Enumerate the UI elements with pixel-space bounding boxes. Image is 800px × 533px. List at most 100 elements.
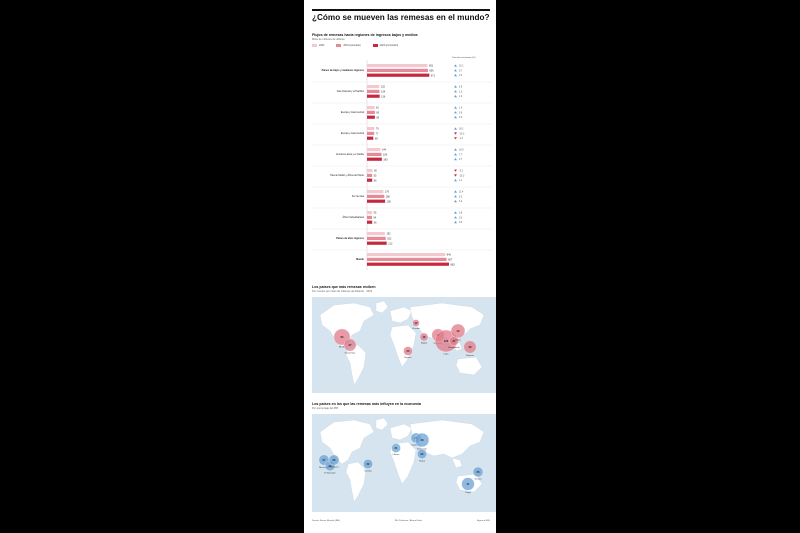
bar xyxy=(367,199,386,203)
growth-value: 5.2 xyxy=(459,196,463,198)
growth-up-arrow-icon xyxy=(454,111,457,114)
bar xyxy=(367,215,373,219)
bubble-value: 12 xyxy=(415,321,418,325)
bar-value-label: 77 xyxy=(376,133,379,136)
bar xyxy=(367,131,375,135)
bar-chart: Países de bajos y medianos ingresos 651 10… xyxy=(312,60,492,270)
landmass xyxy=(389,306,413,324)
map-bubble xyxy=(343,338,357,352)
growth-down-arrow-icon xyxy=(454,132,457,135)
footer-credits: PA / Proforme / Alvaro Rodz. xyxy=(394,520,423,522)
bar xyxy=(367,157,382,161)
bubble-value: 24 xyxy=(329,464,332,468)
infographic-page: ¿Cómo se mueven las remesas en el mundo?… xyxy=(304,0,496,533)
bar xyxy=(367,194,385,198)
growth-value: 5.9 xyxy=(459,87,463,89)
bar-value-label: 883 xyxy=(451,263,456,266)
bubble-country-label: Filipinas xyxy=(466,355,475,357)
bar-value-label: 192 xyxy=(386,233,391,236)
growth-value: 11.4 xyxy=(459,192,464,194)
bubble-country-label: EEUU xyxy=(339,347,345,349)
bubble-value: 41 xyxy=(467,482,470,486)
growth-header: Tasa de crecimiento (%) xyxy=(452,57,476,59)
growth-up-arrow-icon xyxy=(454,148,457,151)
landmass xyxy=(345,344,367,386)
growth-up-arrow-icon xyxy=(454,179,457,182)
bar-value-label: 68 xyxy=(375,137,378,140)
map-bubble xyxy=(461,477,475,491)
map1-subheading: Por montos (en miles de millones de dóla… xyxy=(312,290,373,293)
bar xyxy=(367,211,373,215)
bar xyxy=(367,232,385,236)
bar xyxy=(367,148,381,152)
growth-up-arrow-icon xyxy=(454,158,457,161)
bar xyxy=(367,110,375,114)
bar xyxy=(367,257,447,261)
map2-heading: Los países en los que las remesas más in… xyxy=(312,402,421,406)
growth-value: 10.6 xyxy=(459,150,464,152)
bar xyxy=(367,68,428,72)
growth-up-arrow-icon xyxy=(454,74,457,77)
map-bubble xyxy=(414,432,430,448)
category-label: Sur de Asia xyxy=(352,195,365,198)
bar-value-label: 54 xyxy=(374,217,377,220)
bar-value-label: 156 xyxy=(383,154,388,157)
growth-value: 5.0 xyxy=(459,112,463,114)
chart-legend: 2022 2023 (estimado) 2024 (pronóstico) xyxy=(312,44,398,47)
bar-value-label: 843 xyxy=(447,254,452,257)
landmass xyxy=(345,461,367,503)
growth-up-arrow-icon xyxy=(454,221,457,224)
bubble-value: 20 xyxy=(407,349,410,353)
bar-value-label: 56 xyxy=(374,221,377,224)
landmass xyxy=(451,457,463,469)
bubble-country-label: Guatemala xyxy=(345,352,356,355)
bubble-country-label: Kirguistán xyxy=(417,448,428,451)
growth-value: 0.7 xyxy=(459,70,463,72)
bar-value-label: 56 xyxy=(374,179,377,182)
map-bubble xyxy=(450,323,466,339)
bar-value-label: 134 xyxy=(381,91,386,94)
bar-value-label: 132 xyxy=(381,86,386,89)
bar-value-label: 160 xyxy=(383,158,388,161)
bubble-country-label: Nepal xyxy=(419,460,425,462)
chart-heading: Flujos de remesas hacia regiones de ingr… xyxy=(312,33,418,37)
bar-value-label: 79 xyxy=(376,128,379,131)
bar xyxy=(367,241,387,245)
footer-source: Fuente: Banco Mundial (BM) xyxy=(312,520,340,522)
growth-value: 0.3 xyxy=(459,222,463,224)
bar-value-label: 651 xyxy=(429,65,434,68)
growth-value: 10.1 xyxy=(459,66,464,68)
page-title: ¿Cómo se mueven las remesas en el mundo? xyxy=(312,9,490,22)
growth-value: -1.4 xyxy=(459,138,464,140)
growth-up-arrow-icon xyxy=(454,211,457,214)
category-label: Oriente Medio y África del Norte xyxy=(330,174,365,177)
bar xyxy=(367,253,446,257)
map-bubble xyxy=(391,443,401,453)
map2-subheading: Por porcentaje del PIB xyxy=(312,407,338,410)
category-label: Europa y Asia Central xyxy=(341,111,365,114)
landmass xyxy=(455,356,483,376)
bar xyxy=(367,169,373,173)
bubble-value: 48 xyxy=(421,438,424,442)
footer-agency: Agencia EFE xyxy=(477,520,490,522)
bar-value-label: 656 xyxy=(429,70,434,73)
growth-value: 0.8 xyxy=(459,213,463,215)
category-label: Mundo xyxy=(356,258,364,261)
bar xyxy=(367,94,380,98)
map1-heading: Los países que más remesas reciben xyxy=(312,285,376,289)
landmass xyxy=(389,423,413,441)
bubble-country-label: Gambia xyxy=(364,470,372,472)
growth-value: 1.4 xyxy=(459,108,463,110)
bubble-value: 22 xyxy=(421,452,424,456)
growth-up-arrow-icon xyxy=(454,216,457,219)
bar-value-label: 857 xyxy=(448,259,453,262)
growth-up-arrow-icon xyxy=(454,153,457,156)
growth-up-arrow-icon xyxy=(454,190,457,193)
growth-down-arrow-icon xyxy=(454,169,457,172)
category-label: Europa y Asia Central xyxy=(341,132,365,135)
map-gdp-share: 27 Nicaragua 24 El Salvador 26 Honduras 22 Gamb… xyxy=(312,414,496,512)
bar-value-label: 144 xyxy=(382,149,387,152)
category-label: Países de altos ingresos xyxy=(336,237,365,240)
bar xyxy=(367,173,373,177)
bar xyxy=(367,127,375,131)
